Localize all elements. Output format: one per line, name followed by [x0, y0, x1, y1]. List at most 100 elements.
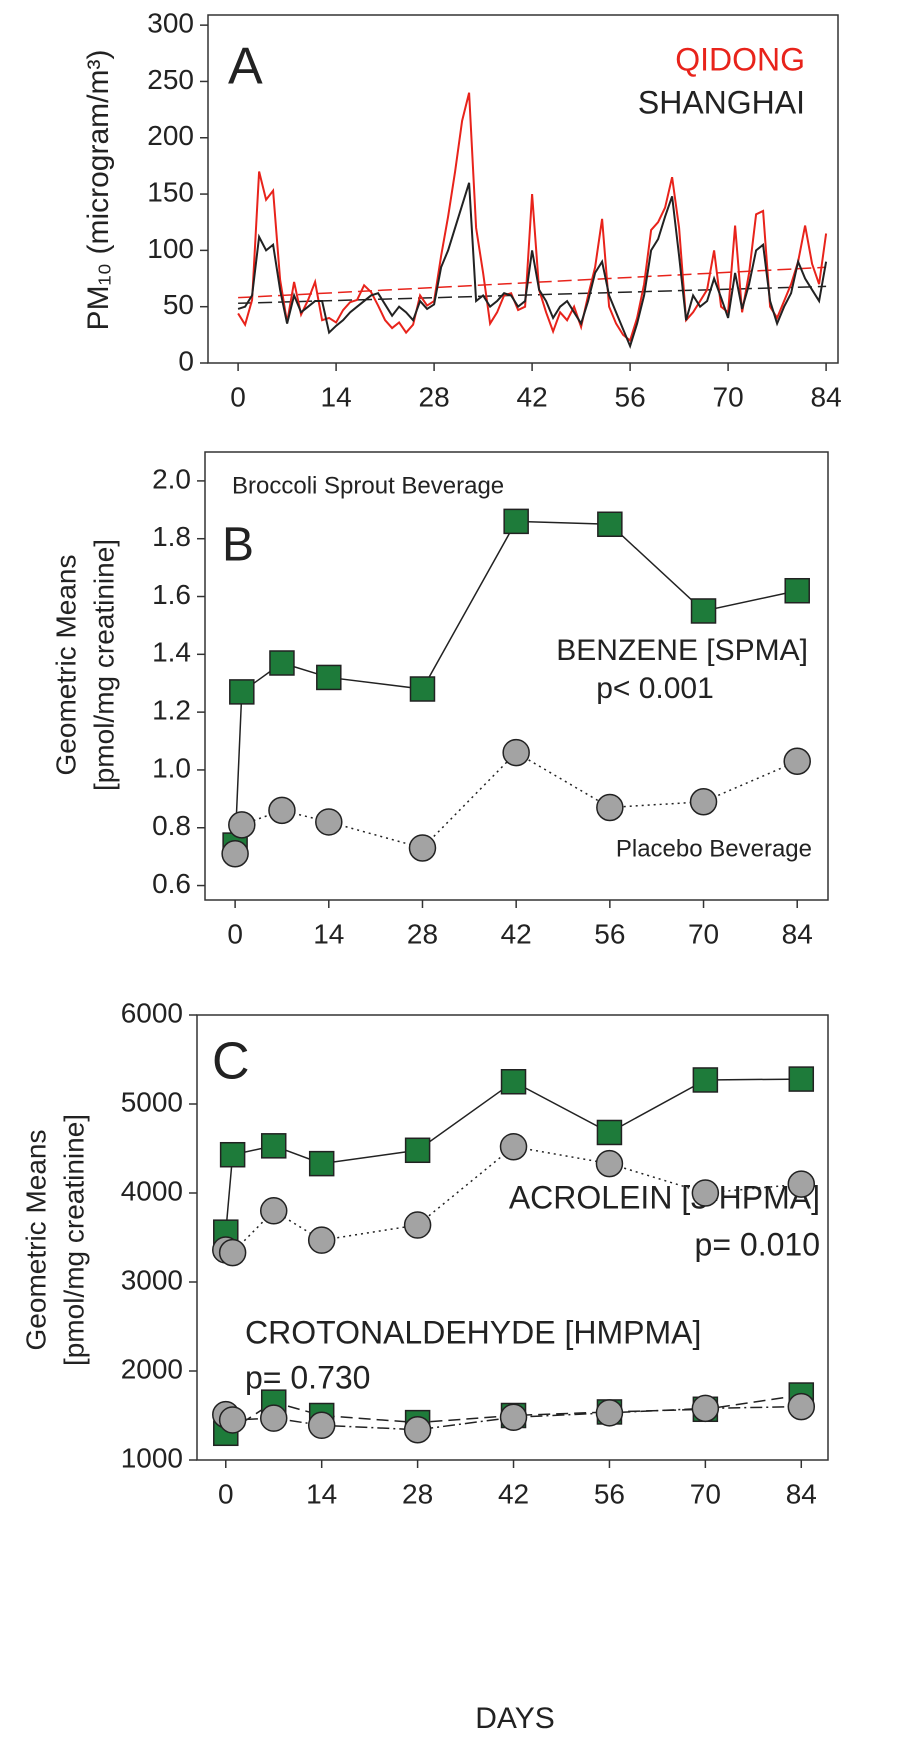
square-marker: [503, 508, 529, 535]
circle-marker: [499, 1132, 528, 1161]
x-tick-label: 84: [811, 381, 842, 412]
circle-marker: [221, 840, 249, 868]
circle-marker: [403, 1211, 432, 1239]
x-tick-label: 70: [690, 1478, 721, 1509]
y-tick-label: 1000: [121, 1442, 183, 1473]
circle-marker: [259, 1404, 288, 1432]
circle-marker: [218, 1238, 247, 1267]
y-tick-label: 200: [147, 120, 194, 151]
plot-frame: [207, 14, 839, 364]
square-marker: [500, 1069, 527, 1095]
annotation: p= 0.010: [695, 1226, 820, 1262]
y-tick-label: 0.8: [152, 810, 191, 841]
square-marker: [308, 1150, 335, 1177]
x-tick-label: 42: [517, 381, 548, 412]
circle-marker: [259, 1197, 288, 1225]
x-tick-label: 28: [402, 1478, 433, 1509]
circle-marker: [307, 1411, 336, 1440]
panel-label: C: [212, 1033, 250, 1091]
series-label: Placebo Beverage: [616, 835, 812, 862]
y-tick-label: 150: [147, 176, 194, 207]
y-tick-label: 0: [178, 345, 194, 376]
panel-label: A: [228, 38, 263, 96]
circle-marker: [689, 787, 718, 816]
y-tick-label: 2000: [121, 1353, 183, 1384]
y-tick-label: 250: [147, 64, 194, 95]
square-marker: [596, 1119, 623, 1146]
circle-marker: [499, 1403, 528, 1432]
circle-marker: [218, 1406, 247, 1434]
x-tick-label: 14: [321, 381, 352, 412]
legend-entry: QIDONG: [675, 41, 805, 77]
square-marker: [690, 598, 717, 624]
y-axis-label: PM₁₀ (microgram/m³): [82, 50, 115, 331]
square-marker: [784, 577, 810, 604]
circle-marker: [315, 808, 343, 836]
y-tick-label: 4000: [121, 1175, 183, 1206]
x-tick-label: 56: [615, 381, 646, 412]
y-tick-label: 1.2: [152, 695, 191, 726]
plot-frame: [196, 1014, 829, 1461]
y-tick-label: 1.0: [152, 752, 191, 783]
y-tick-label: 3000: [121, 1264, 183, 1295]
series-line: [237, 182, 828, 350]
y-tick-label: 100: [147, 233, 194, 264]
circle-marker: [596, 793, 624, 822]
y-tick-label: 50: [163, 289, 194, 320]
y-axis-label: Geometric Means: [20, 1130, 51, 1351]
x-tick-label: 56: [594, 1478, 625, 1509]
y-axis-label: [pmol/mg creatinine]: [88, 539, 119, 791]
trend-line: [238, 285, 827, 305]
annotation: p< 0.001: [596, 672, 714, 705]
square-marker: [269, 650, 295, 676]
y-axis-label: Geometric Means: [50, 555, 81, 776]
panel-label: B: [222, 519, 254, 572]
x-tick-label: 28: [407, 918, 438, 949]
square-marker: [316, 664, 342, 691]
y-tick-label: 2.0: [152, 463, 191, 494]
x-tick-label: 84: [786, 1478, 817, 1509]
circle-marker: [228, 811, 256, 839]
x-tick-label: 14: [306, 1478, 337, 1509]
square-marker: [692, 1067, 719, 1093]
x-tick-label: 84: [782, 918, 813, 949]
y-tick-label: 6000: [121, 997, 183, 1028]
x-tick-label: 0: [227, 918, 243, 949]
square-marker: [229, 679, 255, 705]
y-tick-label: 1.4: [152, 637, 191, 668]
annotation: BENZENE [SPMA]: [556, 634, 808, 667]
x-tick-label: 0: [218, 1478, 234, 1509]
series-line: [237, 92, 828, 343]
circle-marker: [502, 738, 530, 767]
circle-marker: [691, 1394, 720, 1423]
square-marker: [788, 1066, 815, 1092]
square-marker: [597, 511, 623, 538]
circle-marker: [783, 747, 811, 776]
x-tick-label: 42: [498, 1478, 529, 1509]
circle-marker: [595, 1399, 624, 1427]
y-tick-label: 1.6: [152, 579, 191, 610]
square-marker: [404, 1137, 431, 1164]
y-tick-label: 0.6: [152, 868, 191, 899]
annotation: ACROLEIN [3-HPMA]: [509, 1179, 820, 1215]
trend-line: [238, 266, 827, 299]
x-axis-label: DAYS: [475, 1702, 554, 1735]
y-tick-label: 5000: [121, 1086, 183, 1117]
x-tick-label: 70: [688, 918, 719, 949]
y-tick-label: 1.8: [152, 521, 191, 552]
series-label: Broccoli Sprout Beverage: [232, 472, 504, 499]
circle-marker: [691, 1179, 720, 1207]
circle-marker: [408, 834, 437, 862]
y-tick-label: 300: [147, 8, 194, 39]
circle-marker: [787, 1170, 816, 1198]
y-axis-label: [pmol/mg creatinine]: [58, 1114, 89, 1366]
x-tick-label: 0: [230, 381, 246, 412]
x-tick-label: 28: [419, 381, 450, 412]
x-tick-label: 42: [501, 918, 532, 949]
x-tick-label: 70: [713, 381, 744, 412]
x-tick-label: 56: [594, 918, 625, 949]
annotation: CROTONALDEHYDE [HMPMA]: [245, 1314, 701, 1350]
x-tick-label: 14: [313, 918, 344, 949]
square-marker: [219, 1141, 246, 1168]
